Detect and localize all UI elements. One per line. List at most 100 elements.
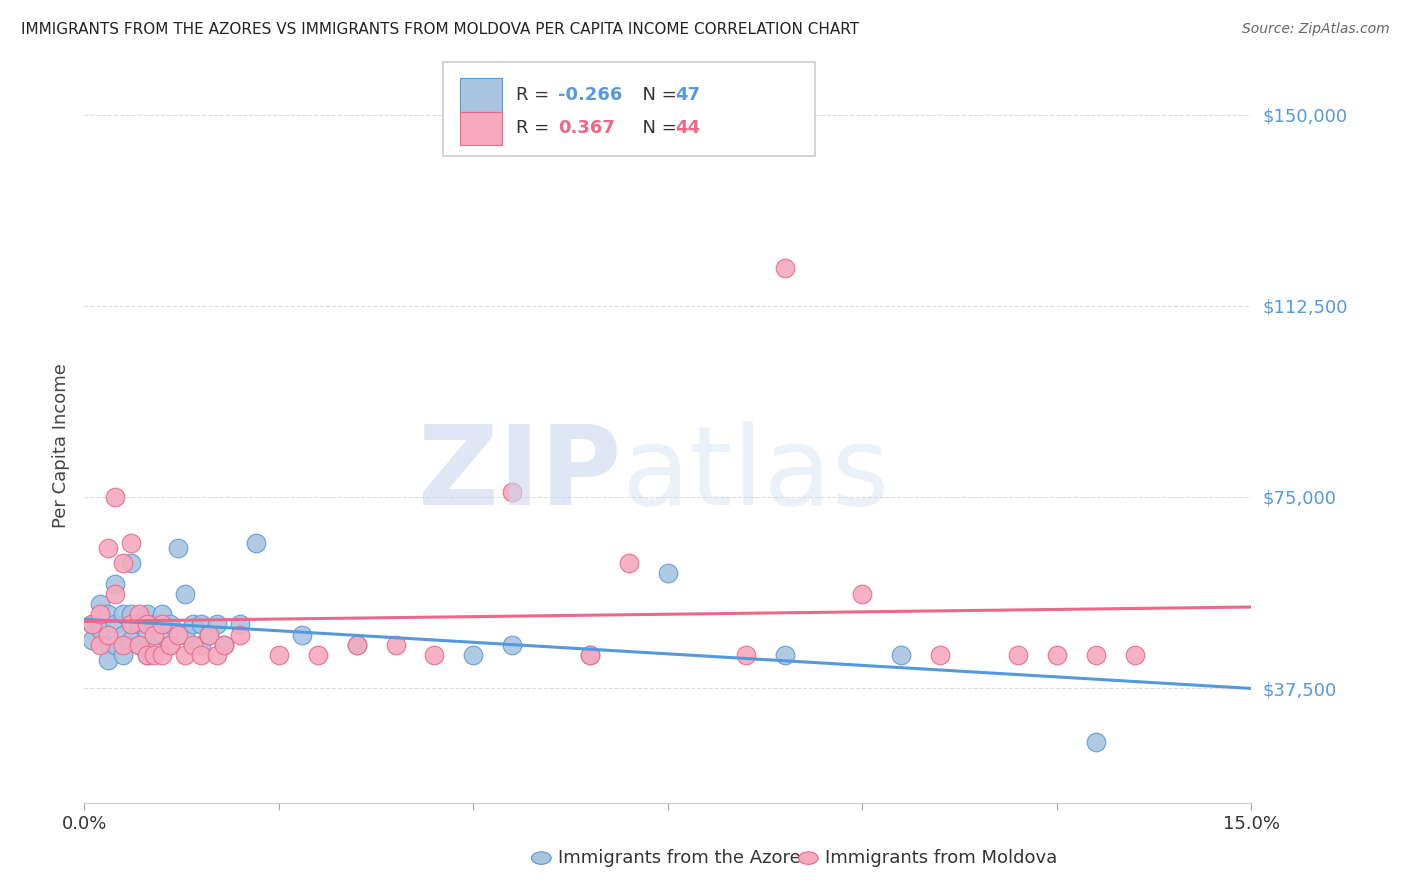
Point <box>501 638 523 652</box>
Point <box>128 617 150 632</box>
Text: IMMIGRANTS FROM THE AZORES VS IMMIGRANTS FROM MOLDOVA PER CAPITA INCOME CORRELAT: IMMIGRANTS FROM THE AZORES VS IMMIGRANTS… <box>21 22 859 37</box>
Point <box>463 648 485 662</box>
Point <box>112 627 135 641</box>
Point <box>190 638 212 652</box>
Point <box>174 627 197 641</box>
Point <box>166 627 188 641</box>
Text: N =: N = <box>631 87 683 104</box>
Text: 0.367: 0.367 <box>558 120 614 137</box>
Point <box>135 617 157 632</box>
Point <box>734 648 756 662</box>
Point <box>120 632 142 647</box>
Point <box>423 648 446 662</box>
Point <box>150 627 173 641</box>
Point <box>190 648 212 662</box>
Point <box>307 648 329 662</box>
Point <box>1084 734 1107 748</box>
Point <box>181 638 204 652</box>
Point <box>159 638 181 652</box>
Point <box>97 638 120 652</box>
Point <box>89 623 111 637</box>
Point <box>205 617 228 632</box>
Text: Immigrants from the Azores: Immigrants from the Azores <box>558 849 810 867</box>
Point <box>104 638 127 652</box>
Point <box>181 617 204 632</box>
Text: 44: 44 <box>675 120 700 137</box>
Point <box>150 607 173 622</box>
Point <box>143 638 166 652</box>
Point <box>384 638 406 652</box>
Point <box>120 617 142 632</box>
Point <box>773 648 796 662</box>
Point <box>150 617 173 632</box>
Point <box>104 617 127 632</box>
Point <box>291 627 314 641</box>
Point <box>135 648 157 662</box>
Point <box>159 638 181 652</box>
Point <box>97 627 120 641</box>
Text: ZIP: ZIP <box>418 421 621 528</box>
Point <box>89 607 111 622</box>
Point <box>229 627 252 641</box>
Point <box>198 627 221 641</box>
Point <box>143 617 166 632</box>
Text: -0.266: -0.266 <box>558 87 623 104</box>
Point <box>112 638 135 652</box>
Point <box>112 556 135 570</box>
Point <box>128 638 150 652</box>
Text: N =: N = <box>631 120 683 137</box>
Point <box>97 541 120 555</box>
Point <box>159 617 181 632</box>
Point <box>245 536 267 550</box>
Point <box>1084 648 1107 662</box>
Point <box>229 617 252 632</box>
Point <box>579 648 602 662</box>
Point <box>135 648 157 662</box>
Text: 47: 47 <box>675 87 700 104</box>
Point <box>501 484 523 499</box>
Point <box>104 576 127 591</box>
Point <box>214 638 236 652</box>
Point <box>89 638 111 652</box>
Point <box>174 648 197 662</box>
Point <box>135 627 157 641</box>
Y-axis label: Per Capita Income: Per Capita Income <box>52 364 70 528</box>
Text: R =: R = <box>516 87 555 104</box>
Point <box>112 607 135 622</box>
Text: atlas: atlas <box>621 421 890 528</box>
Point <box>104 490 127 504</box>
Point <box>1007 648 1029 662</box>
Point <box>579 648 602 662</box>
Text: Source: ZipAtlas.com: Source: ZipAtlas.com <box>1241 22 1389 37</box>
Text: R =: R = <box>516 120 561 137</box>
Point <box>174 587 197 601</box>
Point <box>1046 648 1069 662</box>
Point <box>143 627 166 641</box>
Point <box>135 607 157 622</box>
Point <box>128 607 150 622</box>
Point <box>97 653 120 667</box>
Point <box>773 260 796 275</box>
Text: Immigrants from Moldova: Immigrants from Moldova <box>825 849 1057 867</box>
Point <box>82 617 104 632</box>
Point <box>150 648 173 662</box>
Point <box>143 648 166 662</box>
Point <box>617 556 640 570</box>
Point <box>657 566 679 581</box>
Point <box>851 587 873 601</box>
Point <box>82 632 104 647</box>
Point <box>120 607 142 622</box>
Point <box>120 536 142 550</box>
Point <box>214 638 236 652</box>
Point <box>120 556 142 570</box>
Point <box>267 648 290 662</box>
Point <box>890 648 912 662</box>
Point <box>82 617 104 632</box>
Point <box>346 638 368 652</box>
Point <box>190 617 212 632</box>
Point <box>205 648 228 662</box>
Point <box>929 648 952 662</box>
Point <box>166 541 188 555</box>
Point <box>89 597 111 611</box>
Point <box>112 648 135 662</box>
